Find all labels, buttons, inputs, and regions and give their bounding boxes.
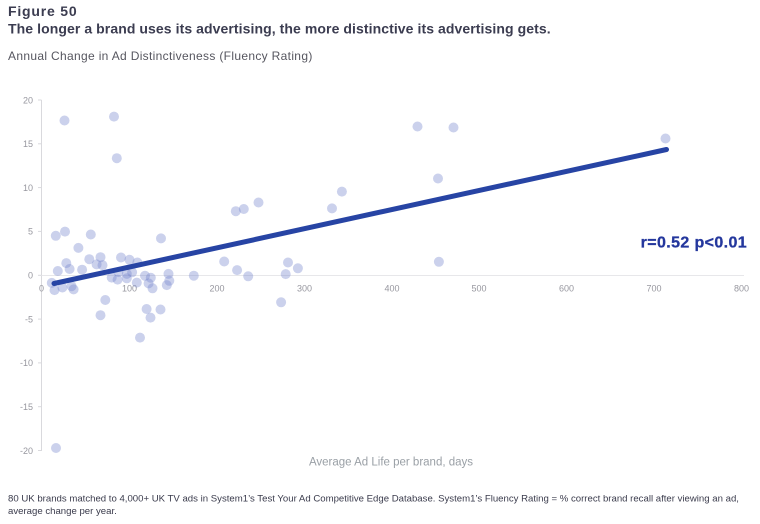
svg-text:80 UK brands matched to 4,000+: 80 UK brands matched to 4,000+ UK TV ads… <box>8 494 739 505</box>
svg-text:15: 15 <box>23 139 33 149</box>
svg-text:20: 20 <box>23 95 33 105</box>
svg-text:-10: -10 <box>20 358 33 368</box>
svg-text:-20: -20 <box>20 446 33 456</box>
svg-text:300: 300 <box>297 283 312 293</box>
svg-text:The longer a brand uses its ad: The longer a brand uses its advertising,… <box>8 21 551 37</box>
svg-text:400: 400 <box>384 283 399 293</box>
svg-text:-15: -15 <box>20 402 33 412</box>
svg-text:Figure 50: Figure 50 <box>8 3 77 19</box>
svg-text:-5: -5 <box>25 314 33 324</box>
svg-text:500: 500 <box>471 283 486 293</box>
svg-text:600: 600 <box>559 283 574 293</box>
svg-text:0: 0 <box>28 271 33 281</box>
svg-text:r=0.52 p<0.01: r=0.52 p<0.01 <box>641 234 747 251</box>
svg-text:200: 200 <box>209 283 224 293</box>
svg-text:Annual Change in Ad Distinctiv: Annual Change in Ad Distinctiveness (Flu… <box>8 49 313 63</box>
svg-text:Average Ad Life per brand, day: Average Ad Life per brand, days <box>309 457 473 469</box>
svg-text:5: 5 <box>28 227 33 237</box>
svg-text:10: 10 <box>23 183 33 193</box>
svg-text:0: 0 <box>39 283 44 293</box>
svg-text:700: 700 <box>646 283 661 293</box>
svg-text:average change per year.: average change per year. <box>8 506 117 517</box>
svg-text:100: 100 <box>122 283 137 293</box>
svg-text:800: 800 <box>734 283 749 293</box>
